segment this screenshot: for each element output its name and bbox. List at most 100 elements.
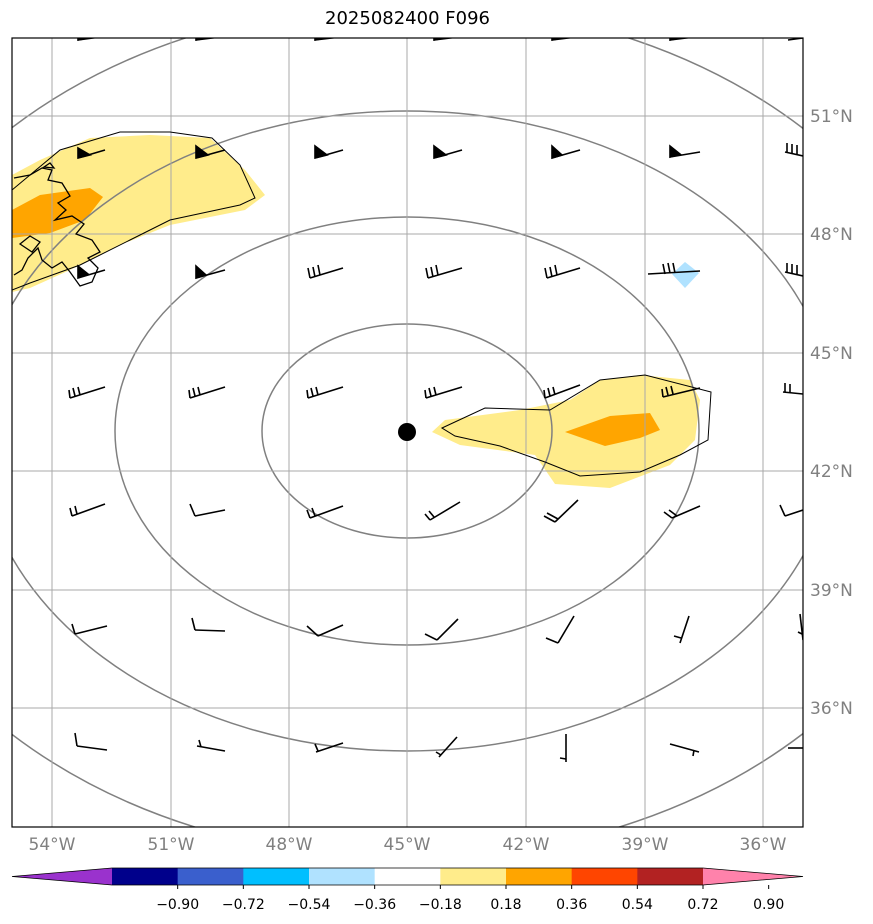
lat-label: 42°N (810, 462, 853, 482)
lat-label: 48°N (810, 225, 853, 245)
wind-barb (784, 143, 803, 157)
wind-barb (424, 501, 461, 521)
colorbar-segment (571, 868, 638, 885)
lon-label: 51°W (148, 835, 195, 855)
colorbar-segment (243, 868, 310, 885)
colorbar-segment (177, 868, 244, 885)
shaded-region-west-orange (12, 188, 103, 238)
wind-barb (424, 386, 463, 399)
colorbar-segment (637, 868, 704, 885)
lon-label: 42°W (503, 835, 550, 855)
colorbar-tick-label: 0.90 (753, 897, 784, 913)
lat-label: 39°N (810, 581, 853, 601)
wind-barb (306, 624, 344, 637)
storm-center-dot (398, 423, 416, 441)
lat-label: 51°N (810, 107, 853, 127)
colorbar-segment (309, 868, 376, 885)
wind-barb (71, 623, 108, 635)
wind-barb (647, 262, 701, 275)
colorbar-tick-label: −0.90 (156, 897, 199, 913)
colorbar-tick-label: 0.18 (490, 897, 521, 913)
wind-barbs (68, 38, 803, 762)
wind-barb (314, 38, 339, 41)
lat-label: 36°N (810, 699, 853, 719)
wind-barb (784, 263, 803, 277)
wind-barb (435, 736, 458, 758)
wind-barb (74, 732, 108, 751)
wind-barb (433, 38, 457, 41)
lon-label: 48°W (266, 835, 313, 855)
map-title: 2025082400 F096 (325, 8, 490, 29)
wind-barb (195, 38, 219, 41)
wind-barb (196, 739, 226, 752)
wind-barb (307, 264, 344, 279)
wind-barb (424, 618, 459, 641)
wind-barb (661, 385, 701, 398)
wind-barb (188, 386, 226, 399)
wind-barb (306, 386, 344, 399)
lon-labels: 54°W 51°W 48°W 45°W 42°W 39°W 36°W (29, 835, 787, 855)
shaded-region-west-yellow (12, 135, 265, 292)
wind-barb (669, 743, 700, 757)
wind-barb (669, 38, 693, 41)
wind-barb (191, 617, 226, 632)
wind-barb (195, 264, 226, 280)
wind-barb (68, 386, 106, 399)
lon-label: 54°W (29, 835, 76, 855)
wind-barb (779, 504, 803, 517)
wind-barb (189, 503, 226, 517)
lon-label: 39°W (622, 835, 669, 855)
wind-barb (551, 144, 581, 160)
contour-outline-west (12, 131, 256, 291)
wind-barb (77, 146, 106, 160)
colorbar-extend-high (703, 868, 803, 885)
colorbar-tick-label: 0.54 (622, 897, 653, 913)
wind-barb (77, 264, 106, 280)
wind-barb (543, 499, 579, 523)
colorbar-tick-label: −0.54 (288, 897, 331, 913)
colorbar-segment (440, 868, 507, 885)
colorbar-segment (112, 868, 179, 885)
wind-barb (77, 38, 99, 41)
wind-barb (195, 144, 226, 160)
wind-barb (306, 505, 344, 519)
wind-barb (797, 613, 803, 641)
lat-label: 45°N (810, 344, 853, 364)
coastline (13, 162, 101, 287)
colorbar-segment (374, 868, 441, 885)
wind-barb (433, 144, 463, 160)
colorbar-tick-label: 0.36 (556, 897, 587, 913)
wind-barb (543, 384, 581, 399)
colorbar (11, 867, 804, 886)
colorbar-extend-low (12, 868, 112, 885)
wind-barb (782, 383, 803, 395)
colorbar-tick-label: −0.18 (419, 897, 462, 913)
colorbar-tick-label: −0.72 (222, 897, 265, 913)
wind-barb (669, 144, 701, 159)
wind-barb (314, 144, 344, 160)
colorbar-outline (11, 867, 804, 886)
map-panel (12, 38, 803, 827)
colorbar-tick-label: −0.36 (353, 897, 396, 913)
colorbar-tick-label: 0.72 (687, 897, 718, 913)
wind-barb (663, 505, 701, 519)
wind-barb (425, 264, 463, 279)
wind-barb (544, 264, 581, 279)
lon-label: 45°W (384, 835, 431, 855)
wind-barb (545, 615, 575, 644)
contour-outline-east (440, 374, 712, 477)
wind-barb (551, 38, 575, 41)
wind-barb (69, 503, 106, 517)
map-frame (11, 37, 804, 828)
wind-barb (673, 615, 690, 644)
lat-labels: 51°N 48°N 45°N 42°N 39°N 36°N (810, 107, 853, 719)
shaded-region-east-orange (565, 413, 660, 446)
colorbar-ticks: −0.90 −0.72 −0.54 −0.36 −0.18 0.18 0.36 0.54 0.7… (156, 885, 784, 913)
wind-barb (559, 734, 567, 762)
lon-label: 36°W (740, 835, 787, 855)
shaded-region-blue (672, 262, 699, 288)
colorbar-segment (506, 868, 573, 885)
wind-barb (314, 742, 344, 753)
shaded-region-east-yellow (432, 375, 700, 488)
